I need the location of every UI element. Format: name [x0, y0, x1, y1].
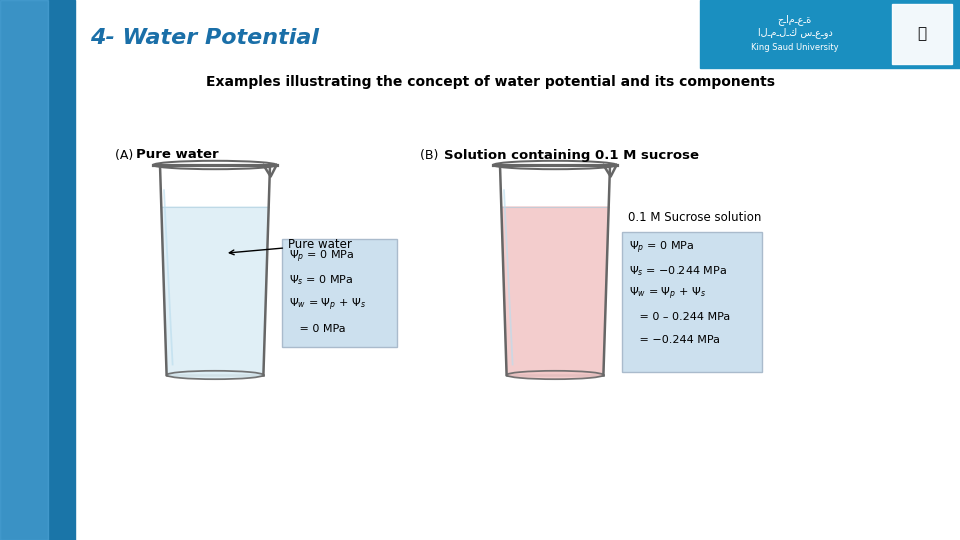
Bar: [622, 232, 762, 372]
Text: $\Psi_w$ = $\Psi_p$ + $\Psi_s$: $\Psi_w$ = $\Psi_p$ + $\Psi_s$: [289, 296, 366, 313]
Text: = −0.244 MPa: = −0.244 MPa: [629, 335, 720, 345]
Polygon shape: [501, 207, 609, 375]
Text: $\Psi_s$ = 0 MPa: $\Psi_s$ = 0 MPa: [289, 274, 353, 287]
Text: $\Psi_s$ = $-$0.244 MPa: $\Psi_s$ = $-$0.244 MPa: [629, 264, 727, 278]
Bar: [892, 4, 952, 64]
Bar: [0, 0, 75, 540]
Text: (B): (B): [420, 148, 446, 161]
Ellipse shape: [507, 371, 604, 379]
Polygon shape: [161, 207, 269, 375]
Text: King Saud University: King Saud University: [751, 44, 839, 52]
Text: 🌴: 🌴: [918, 26, 926, 42]
Bar: [0, 0, 48, 540]
Text: 0.1 M Sucrose solution: 0.1 M Sucrose solution: [628, 211, 761, 224]
Text: (A): (A): [115, 148, 137, 161]
Text: Examples illustrating the concept of water potential and its components: Examples illustrating the concept of wat…: [205, 75, 775, 89]
Text: = 0 – 0.244 MPa: = 0 – 0.244 MPa: [629, 312, 731, 322]
Text: الـمـلـك سـعـود: الـمـلـك سـعـود: [757, 28, 832, 38]
Text: جـامـعـة: جـامـعـة: [778, 15, 812, 25]
Bar: [700, 0, 960, 68]
Text: = 0 MPa: = 0 MPa: [289, 323, 346, 334]
Text: Solution containing 0.1 M sucrose: Solution containing 0.1 M sucrose: [444, 148, 699, 161]
Bar: [282, 239, 397, 347]
Text: $\Psi_w$ = $\Psi_p$ + $\Psi_s$: $\Psi_w$ = $\Psi_p$ + $\Psi_s$: [629, 286, 707, 302]
Text: $\Psi_p$ = 0 MPa: $\Psi_p$ = 0 MPa: [629, 240, 694, 256]
Text: Pure water: Pure water: [136, 148, 219, 161]
Text: 4- Water Potential: 4- Water Potential: [90, 28, 319, 48]
Text: $\Psi_p$ = 0 MPa: $\Psi_p$ = 0 MPa: [289, 248, 354, 265]
Ellipse shape: [167, 371, 263, 379]
Text: Pure water: Pure water: [229, 238, 352, 255]
